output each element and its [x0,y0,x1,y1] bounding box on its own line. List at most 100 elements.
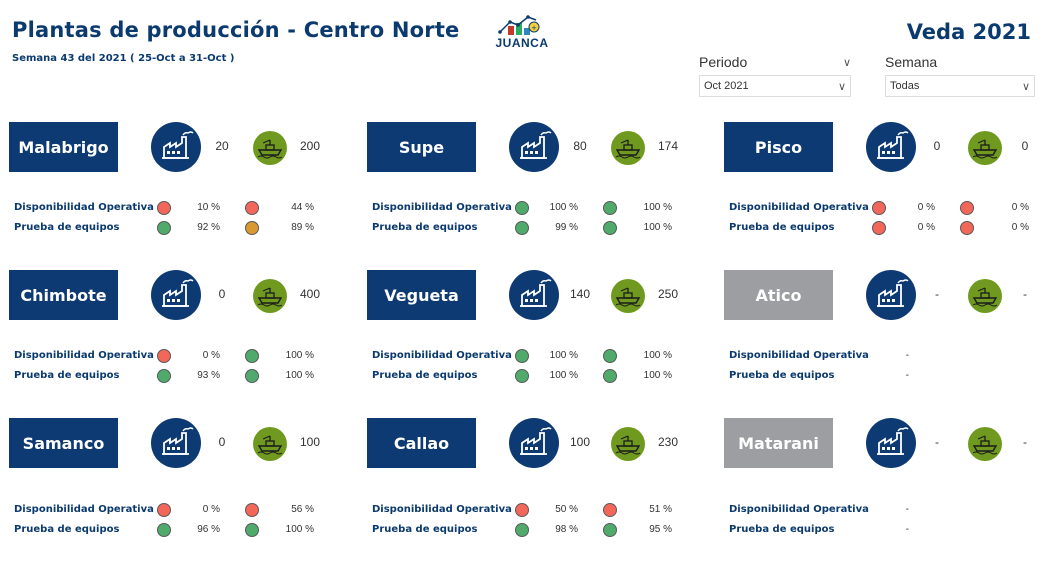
prueba-label: Prueba de equipos [372,370,478,381]
disponibilidad-row: Disponibilidad Operativa - - [729,502,1047,518]
plant-percentage: - [905,350,909,361]
prueba-label: Prueba de equipos [729,370,835,381]
status-indicator [157,503,171,517]
fishing-boat-icon [253,131,287,165]
status-indicator [515,349,529,363]
prueba-row: Prueba de equipos 93 % 100 % [14,368,334,384]
semana-select[interactable]: Todas ∨ [885,75,1035,97]
plant-percentage: 0 % [202,504,220,515]
plant-card-supe: Supe 80 174 Disponibilidad Operat [367,122,697,252]
ship-percentage: 100 % [643,222,672,233]
status-indicator [872,221,886,235]
prueba-row: Prueba de equipos 92 % 89 % [14,220,334,236]
factory-icon [509,418,559,468]
ship-value: - [1023,287,1027,301]
disponibilidad-row: Disponibilidad Operativa 10 % 44 % [14,200,334,216]
plant-value: - [935,287,939,301]
disponibilidad-label: Disponibilidad Operativa [14,504,154,515]
status-indicator [515,523,529,537]
plant-name[interactable]: Samanco [9,418,118,468]
fishing-boat-icon [611,427,645,461]
ship-percentage: 100 % [285,370,314,381]
disponibilidad-label: Disponibilidad Operativa [372,504,512,515]
disponibilidad-label: Disponibilidad Operativa [372,350,512,361]
status-indicator [515,503,529,517]
factory-icon [509,122,559,172]
factory-icon [151,418,201,468]
plant-name[interactable]: Vegueta [367,270,476,320]
logo-chart-icon: + [498,15,540,35]
ship-value: - [1023,435,1027,449]
status-indicator [157,349,171,363]
plant-value: 20 [215,139,229,153]
fishing-boat-icon [968,279,1002,313]
plant-percentage: 100 % [549,202,578,213]
status-indicator [603,369,617,383]
plant-card-callao: Callao 100 230 Disponibilidad Ope [367,418,697,548]
status-indicator [960,221,974,235]
plant-value: 0 [218,287,226,301]
disponibilidad-label: Disponibilidad Operativa [372,202,512,213]
ship-percentage: 100 % [643,350,672,361]
status-indicator [157,523,171,537]
status-indicator [157,369,171,383]
plant-name[interactable]: Pisco [724,122,833,172]
ship-value: 0 [1021,139,1029,153]
disponibilidad-row: Disponibilidad Operativa 0 % 56 % [14,502,334,518]
prueba-row: Prueba de equipos - - [729,368,1047,384]
plant-percentage: 100 % [549,350,578,361]
prueba-label: Prueba de equipos [729,222,835,233]
prueba-label: Prueba de equipos [14,370,120,381]
status-indicator [515,201,529,215]
ship-percentage: 0 % [1011,222,1029,233]
fishing-boat-icon [611,279,645,313]
page-title: Plantas de producción - Centro Norte [12,18,460,42]
status-indicator [872,201,886,215]
plant-value: 140 [569,287,591,301]
status-indicator [515,221,529,235]
fishing-boat-icon [253,427,287,461]
disponibilidad-row: Disponibilidad Operativa 0 % 100 % [14,348,334,364]
prueba-row: Prueba de equipos 0 % 0 % [729,220,1047,236]
plant-name[interactable]: Malabrigo [9,122,118,172]
plant-name[interactable]: Chimbote [9,270,118,320]
plant-percentage: 92 % [197,222,220,233]
chevron-down-icon: ∨ [837,80,846,93]
ship-percentage: - [1012,504,1047,515]
plant-card-pisco: Pisco 0 0 Disponibilidad Operativ [724,122,1047,252]
status-indicator [157,201,171,215]
plant-percentage: - [905,504,909,515]
disponibilidad-label: Disponibilidad Operativa [729,202,869,213]
ship-percentage: 51 % [649,504,672,515]
ship-percentage: 89 % [291,222,314,233]
plant-card-malabrigo: Malabrigo 20 200 Disponibilidad O [9,122,339,252]
ship-percentage: 95 % [649,524,672,535]
semana-value: Todas [890,80,920,92]
chevron-down-icon: ∨ [1021,80,1030,93]
ship-percentage: 0 % [1011,202,1029,213]
plant-percentage: 98 % [555,524,578,535]
prueba-row: Prueba de equipos 99 % 100 % [372,220,692,236]
ship-value: 230 [657,435,679,449]
plant-name[interactable]: Callao [367,418,476,468]
ship-percentage: 100 % [643,370,672,381]
status-indicator [515,369,529,383]
plant-name[interactable]: Matarani [724,418,833,468]
status-indicator [603,349,617,363]
ship-percentage: 100 % [285,524,314,535]
periodo-filter: Periodo ∨ Oct 2021 ∨ [699,54,851,97]
plant-percentage: 100 % [549,370,578,381]
plant-name[interactable]: Supe [367,122,476,172]
disponibilidad-row: Disponibilidad Operativa 100 % 100 % [372,200,692,216]
disponibilidad-label: Disponibilidad Operativa [729,350,869,361]
prueba-row: Prueba de equipos 96 % 100 % [14,522,334,538]
periodo-collapse-chevron-icon[interactable]: ∨ [842,56,851,69]
ship-percentage: - [1012,524,1047,535]
plant-card-atico: Atico - - Disponibilidad Operativ [724,270,1047,400]
ship-percentage: 56 % [291,504,314,515]
plant-name[interactable]: Atico [724,270,833,320]
periodo-select[interactable]: Oct 2021 ∨ [699,75,851,97]
ship-value: 400 [299,287,321,301]
prueba-label: Prueba de equipos [729,524,835,535]
plant-value: 0 [218,435,226,449]
